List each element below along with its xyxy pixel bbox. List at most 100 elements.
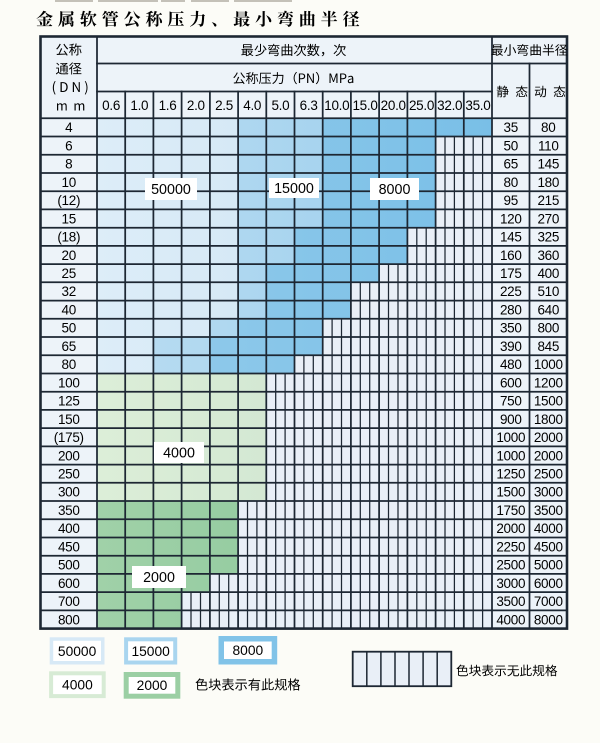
svg-text:6.3: 6.3 — [300, 98, 318, 113]
svg-text:125: 125 — [58, 394, 80, 409]
svg-text:2000: 2000 — [143, 570, 175, 586]
svg-text:845: 845 — [537, 339, 559, 354]
svg-text:400: 400 — [58, 521, 80, 536]
svg-text:250: 250 — [58, 467, 80, 482]
svg-text:80: 80 — [541, 120, 555, 135]
svg-text:390: 390 — [500, 339, 522, 354]
svg-text:145: 145 — [500, 230, 522, 245]
svg-text:50000: 50000 — [58, 644, 97, 659]
svg-text:4000: 4000 — [163, 446, 195, 462]
svg-text:3000: 3000 — [534, 485, 563, 500]
svg-text:3500: 3500 — [496, 594, 525, 609]
svg-text:3500: 3500 — [534, 503, 563, 518]
svg-text:2500: 2500 — [534, 467, 563, 482]
svg-text:(175): (175) — [54, 430, 84, 445]
svg-text:1200: 1200 — [534, 375, 563, 390]
svg-text:175: 175 — [500, 266, 522, 281]
svg-text:5000: 5000 — [534, 558, 563, 573]
svg-text:2250: 2250 — [496, 539, 525, 554]
svg-text:4000: 4000 — [62, 678, 93, 693]
svg-text:110: 110 — [538, 138, 559, 153]
svg-text:600: 600 — [500, 375, 522, 390]
svg-text:8000: 8000 — [379, 182, 411, 198]
svg-text:300: 300 — [58, 485, 80, 500]
svg-text:2000: 2000 — [534, 448, 563, 463]
svg-text:750: 750 — [500, 394, 522, 409]
svg-text:2000: 2000 — [496, 521, 525, 536]
svg-text:270: 270 — [537, 211, 559, 226]
svg-text:800: 800 — [537, 321, 559, 336]
svg-text:100: 100 — [58, 375, 80, 390]
svg-text:50: 50 — [62, 321, 76, 336]
svg-text:120: 120 — [500, 211, 522, 226]
svg-text:40: 40 — [62, 303, 76, 318]
svg-text:10: 10 — [62, 175, 76, 190]
svg-text:3000: 3000 — [496, 576, 525, 591]
svg-text:25.0: 25.0 — [409, 98, 434, 113]
svg-text:15: 15 — [62, 211, 76, 226]
svg-text:20: 20 — [62, 248, 76, 263]
svg-text:1250: 1250 — [496, 467, 525, 482]
svg-text:225: 225 — [500, 284, 522, 299]
svg-text:15000: 15000 — [131, 644, 170, 659]
svg-text:1.0: 1.0 — [130, 98, 148, 113]
svg-text:2500: 2500 — [496, 558, 525, 573]
svg-text:800: 800 — [58, 612, 80, 627]
svg-text:145: 145 — [537, 157, 559, 172]
svg-text:65: 65 — [62, 339, 76, 354]
svg-text:8000: 8000 — [534, 612, 563, 627]
svg-text:(18): (18) — [57, 230, 80, 245]
svg-text:500: 500 — [58, 558, 80, 573]
svg-text:2.0: 2.0 — [187, 98, 205, 113]
svg-text:350: 350 — [500, 321, 522, 336]
svg-text:10.0: 10.0 — [324, 98, 349, 113]
svg-text:1000: 1000 — [534, 357, 563, 372]
svg-text:4: 4 — [65, 120, 73, 135]
svg-text:1000: 1000 — [496, 430, 525, 445]
svg-text:1500: 1500 — [534, 394, 563, 409]
svg-text:280: 280 — [500, 303, 522, 318]
svg-text:80: 80 — [504, 175, 518, 190]
svg-text:1.6: 1.6 — [159, 98, 177, 113]
svg-text:50: 50 — [504, 138, 518, 153]
svg-text:480: 480 — [500, 357, 522, 372]
svg-text:32: 32 — [62, 284, 76, 299]
svg-text:400: 400 — [537, 266, 559, 281]
svg-text:15000: 15000 — [274, 181, 314, 197]
svg-text:8000: 8000 — [232, 643, 263, 658]
svg-text:215: 215 — [537, 193, 559, 208]
svg-text:1800: 1800 — [534, 412, 563, 427]
svg-text:65: 65 — [504, 157, 518, 172]
svg-text:180: 180 — [537, 175, 559, 190]
svg-text:325: 325 — [537, 230, 559, 245]
svg-text:900: 900 — [500, 412, 522, 427]
svg-text:7000: 7000 — [534, 594, 563, 609]
svg-text:150: 150 — [58, 412, 80, 427]
svg-text:50000: 50000 — [151, 182, 191, 198]
svg-text:0.6: 0.6 — [102, 98, 120, 113]
svg-text:1750: 1750 — [496, 503, 525, 518]
svg-text:4000: 4000 — [534, 521, 563, 536]
svg-text:350: 350 — [58, 503, 80, 518]
svg-text:25: 25 — [62, 266, 76, 281]
svg-text:640: 640 — [537, 303, 559, 318]
svg-text:2000: 2000 — [534, 430, 563, 445]
svg-text:32.0: 32.0 — [437, 98, 462, 113]
svg-text:700: 700 — [58, 594, 80, 609]
svg-text:160: 160 — [500, 248, 522, 263]
svg-text:8: 8 — [65, 157, 72, 172]
svg-text:(12): (12) — [57, 193, 80, 208]
svg-text:4000: 4000 — [496, 612, 525, 627]
svg-text:4500: 4500 — [534, 539, 563, 554]
svg-text:20.0: 20.0 — [381, 98, 406, 113]
svg-text:2.5: 2.5 — [215, 98, 233, 113]
svg-text:35: 35 — [504, 120, 518, 135]
svg-text:1000: 1000 — [496, 448, 525, 463]
svg-text:450: 450 — [58, 539, 80, 554]
svg-text:6: 6 — [65, 138, 72, 153]
svg-text:80: 80 — [62, 357, 76, 372]
svg-text:1500: 1500 — [496, 485, 525, 500]
svg-text:15.0: 15.0 — [352, 98, 377, 113]
svg-text:600: 600 — [58, 576, 80, 591]
svg-text:360: 360 — [537, 248, 559, 263]
